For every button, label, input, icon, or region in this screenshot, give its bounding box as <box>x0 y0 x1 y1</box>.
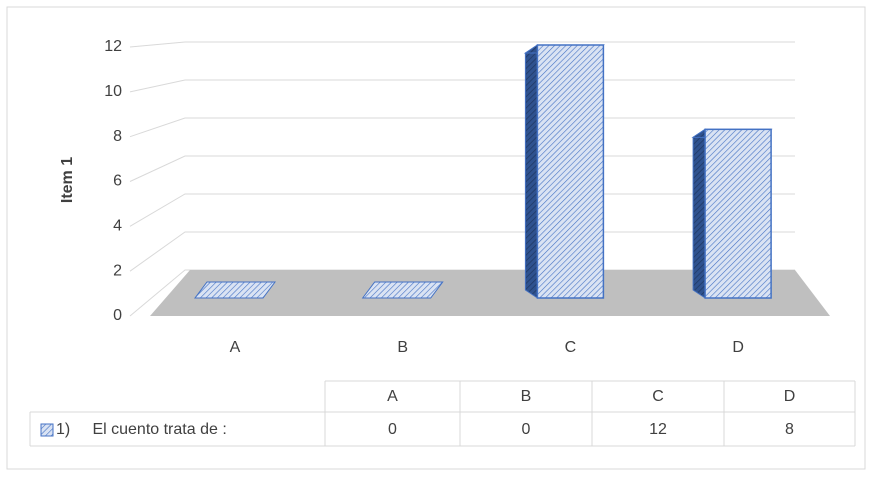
y-axis-label: Item 1 <box>59 157 76 203</box>
table-value: 8 <box>785 421 794 438</box>
y-tick-label: 10 <box>104 83 122 100</box>
bar-side <box>692 128 706 299</box>
table-header: B <box>521 388 532 405</box>
y-tick-label: 0 <box>113 307 122 324</box>
x-tick-label: D <box>732 339 744 356</box>
bar-side <box>524 44 538 299</box>
legend-label: 1) El cuento trata de : <box>56 421 227 438</box>
table-value: 12 <box>649 421 667 438</box>
x-tick-label: B <box>397 339 408 356</box>
bar <box>691 128 773 299</box>
table-value: 0 <box>522 421 531 438</box>
table-header: C <box>652 388 664 405</box>
bar-face <box>536 44 605 299</box>
y-tick-label: 4 <box>113 218 122 235</box>
y-tick-label: 6 <box>113 173 122 190</box>
x-tick-label: A <box>230 339 241 356</box>
x-tick-label: C <box>565 339 577 356</box>
y-tick-label: 8 <box>113 128 122 145</box>
bar <box>194 281 276 299</box>
y-tick-label: 2 <box>113 262 122 279</box>
y-tick-label: 12 <box>104 38 122 55</box>
table-header: A <box>387 388 398 405</box>
legend-key <box>40 423 54 437</box>
table-header: D <box>784 388 796 405</box>
bar <box>523 44 606 299</box>
table-value: 0 <box>388 421 397 438</box>
bar-face <box>704 128 772 299</box>
bar <box>361 281 444 299</box>
floor <box>150 270 830 316</box>
grid-line <box>129 41 795 48</box>
